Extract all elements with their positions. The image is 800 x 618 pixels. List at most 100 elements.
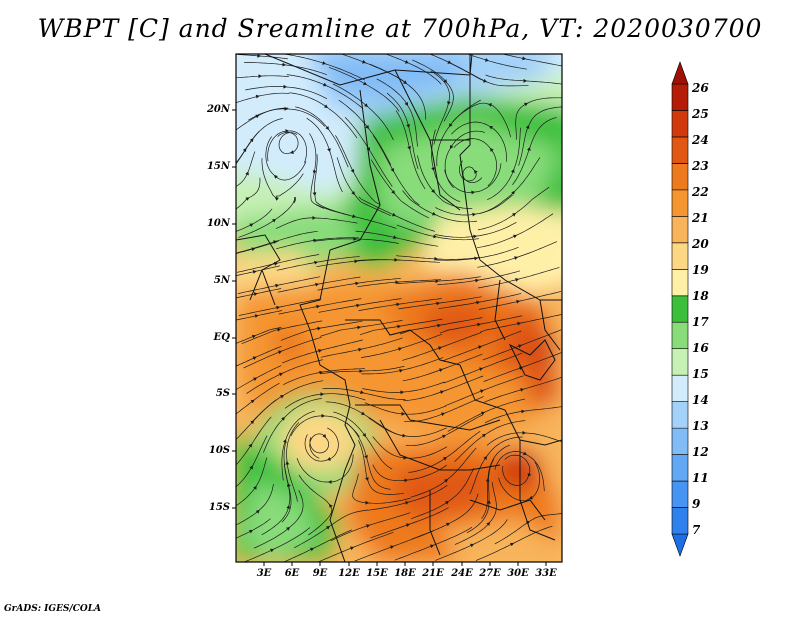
- colorbar-label-17: 17: [692, 315, 709, 329]
- streamline-arrow: [405, 501, 409, 505]
- colorbar-label-19: 19: [692, 263, 709, 277]
- streamline-arrow: [315, 282, 319, 287]
- streamline-arrow: [251, 247, 256, 252]
- streamline-arrow: [407, 146, 411, 150]
- lon-label-3E: 3E: [256, 568, 272, 579]
- colorbar: [671, 61, 689, 557]
- streamline-arrow: [522, 56, 526, 61]
- streamline-arrow: [436, 301, 440, 306]
- streamline-arrow: [511, 169, 515, 173]
- streamline-arrow: [485, 58, 489, 62]
- colorbar-swatch: [671, 163, 689, 191]
- streamline-arrow: [515, 278, 519, 282]
- streamline-arrow: [253, 292, 258, 296]
- streamline-arrow: [275, 197, 279, 201]
- streamline-arrow: [511, 191, 515, 195]
- lat-label-EQ: EQ: [213, 332, 230, 343]
- lon-label-33E: 33E: [535, 568, 557, 579]
- streamline-arrow: [312, 170, 317, 174]
- streamline-arrow: [255, 94, 260, 99]
- streamline-arrow: [524, 102, 528, 107]
- streamline-arrow: [365, 477, 369, 481]
- streamline-arrow: [327, 148, 331, 152]
- colorbar-label-22: 22: [692, 185, 709, 199]
- streamline-arrow: [432, 211, 436, 216]
- streamline-arrow: [450, 145, 454, 149]
- streamline-arrow: [514, 256, 518, 260]
- streamline-arrow: [438, 346, 442, 350]
- streamline-arrow: [276, 305, 280, 310]
- colorbar-swatch: [671, 189, 689, 217]
- streamline-arrow: [390, 545, 394, 549]
- lon-label-30E: 30E: [507, 568, 529, 579]
- lon-label-15E: 15E: [366, 568, 388, 579]
- colorbar-swatch: [671, 401, 689, 429]
- colorbar-label-7: 7: [692, 523, 701, 537]
- streamline-arrow: [483, 78, 487, 83]
- streamline-arrow: [529, 495, 533, 500]
- lon-label-6E: 6E: [284, 568, 300, 579]
- streamline-arrow: [322, 434, 326, 438]
- streamline-arrow: [327, 457, 331, 461]
- streamline-arrow: [360, 390, 364, 395]
- streamline-arrow: [478, 345, 482, 349]
- streamline-arrow: [399, 368, 403, 373]
- streamline-arrow: [328, 480, 332, 484]
- streamline-arrow: [472, 212, 476, 217]
- streamline-arrow: [245, 197, 250, 201]
- streamline-arrow: [253, 485, 257, 490]
- lat-label-5S: 5S: [215, 388, 230, 399]
- streamline-arrow: [395, 280, 399, 285]
- colorbar-label-14: 14: [692, 393, 709, 407]
- lat-label-15N: 15N: [206, 161, 230, 172]
- streamline-arrow: [393, 235, 397, 240]
- colorbar-swatch: [671, 427, 689, 455]
- streamline-arrow: [443, 79, 447, 83]
- streamline-arrow: [250, 420, 255, 425]
- streamline-arrow: [525, 125, 530, 129]
- colorbar-swatch: [671, 507, 689, 535]
- colorbar-label-23: 23: [692, 159, 709, 173]
- streamline-arrow: [471, 190, 475, 195]
- colorbar-label-25: 25: [692, 107, 709, 121]
- streamline-arrow: [254, 314, 259, 318]
- streamline-arrow: [319, 370, 323, 375]
- lat-label-10N: 10N: [206, 218, 230, 229]
- streamline-arrow: [512, 213, 516, 217]
- streamline-arrow: [486, 522, 490, 526]
- streamline-arrow: [523, 451, 527, 455]
- streamline-arrow: [321, 413, 325, 418]
- axis-ticks: [232, 109, 547, 566]
- streamline-arrow: [258, 74, 262, 79]
- streamline-arrow: [516, 299, 520, 304]
- streamline-arrow: [362, 433, 366, 437]
- streamline-arrow: [249, 530, 253, 534]
- streamline-arrow: [282, 62, 286, 67]
- colorbar-swatch: [671, 110, 689, 138]
- streamline-arrow: [364, 455, 368, 459]
- streamline-arrow: [521, 409, 525, 414]
- streamline-arrow: [250, 399, 255, 404]
- streamline-arrow: [359, 369, 363, 373]
- streamline-arrow: [447, 101, 451, 105]
- streamline-arrow: [312, 216, 316, 220]
- streamline-arrow: [479, 367, 483, 371]
- streamline-arrow: [363, 81, 367, 85]
- streamline-arrow: [482, 434, 486, 438]
- colorbar-swatch: [671, 136, 689, 164]
- colorbar-swatch: [671, 242, 689, 270]
- streamline-arrow: [325, 126, 329, 130]
- streamline-arrow: [403, 80, 407, 84]
- lon-label-12E: 12E: [338, 568, 360, 579]
- streamline-arrow: [365, 125, 369, 129]
- streamline-arrow: [318, 349, 322, 353]
- streamline-arrow: [366, 524, 370, 528]
- lon-label-21E: 21E: [422, 568, 444, 579]
- streamline-arrow: [320, 392, 324, 397]
- streamline-arrow: [470, 543, 474, 548]
- streamline-arrow: [523, 78, 527, 83]
- streamline-arrow: [252, 356, 257, 360]
- streamline-arrow: [434, 256, 438, 261]
- streamline-arrow: [489, 126, 493, 130]
- streamline-arrow: [324, 104, 328, 108]
